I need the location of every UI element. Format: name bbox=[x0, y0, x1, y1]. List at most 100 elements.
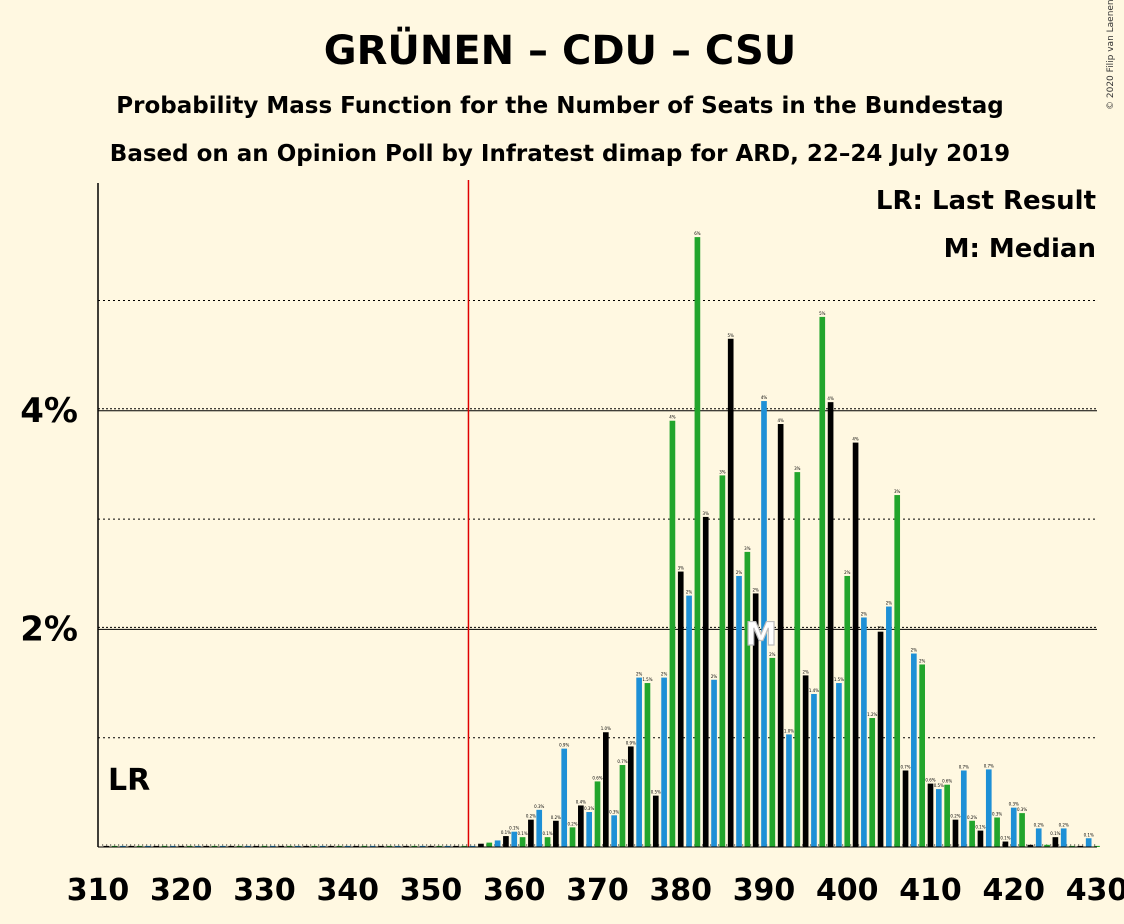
bar-label-374: 0.9% bbox=[626, 740, 636, 745]
bar-seat-374 bbox=[627, 746, 634, 847]
bar-label-366: 0.9% bbox=[559, 743, 569, 748]
bar-seat-350 bbox=[428, 845, 434, 847]
bar-label-421: 0.3% bbox=[1017, 807, 1027, 812]
bar-seat-322 bbox=[195, 845, 201, 847]
chart-subtitle-poll: Based on an Opinion Poll by Infratest di… bbox=[110, 141, 1010, 167]
bar-seat-358 bbox=[494, 840, 501, 847]
bar-seat-391 bbox=[769, 657, 776, 847]
bar-seat-342 bbox=[361, 845, 368, 847]
bar-seat-340 bbox=[344, 845, 351, 847]
legend-last-result: LR: Last Result bbox=[876, 186, 1096, 216]
bar-seat-419 bbox=[1002, 841, 1009, 847]
bar-seat-406 bbox=[894, 495, 901, 847]
bar-label-400: 2% bbox=[844, 570, 851, 575]
bar-label-372: 0.3% bbox=[609, 809, 619, 814]
bar-seat-390 bbox=[761, 401, 767, 847]
bar-label-394: 3% bbox=[794, 466, 801, 471]
bar-seat-317 bbox=[153, 845, 160, 847]
bar-label-386: 5% bbox=[728, 333, 735, 338]
bar-seat-400 bbox=[844, 575, 851, 847]
bar-label-397: 5% bbox=[819, 311, 826, 316]
bar-seat-394 bbox=[794, 472, 801, 847]
bar-seat-393 bbox=[786, 734, 792, 847]
x-tick-label: 340 bbox=[316, 873, 379, 908]
x-tick-labels: 310 320 330 340 350 360 370 380 390 400 410 420 430 bbox=[67, 873, 1124, 908]
bar-label-417: 0.7% bbox=[984, 763, 994, 768]
bar-seat-333 bbox=[286, 845, 293, 847]
bar-seat-399 bbox=[836, 683, 842, 847]
bar-seat-332 bbox=[278, 845, 284, 847]
bar-label-363: 0.3% bbox=[534, 804, 544, 809]
bar-seat-386 bbox=[727, 338, 734, 847]
bar-seat-426 bbox=[1060, 828, 1067, 847]
bar-seat-319 bbox=[170, 845, 176, 847]
bar-label-409: 2% bbox=[919, 658, 926, 663]
bar-seat-321 bbox=[186, 845, 193, 847]
bar-seat-354 bbox=[461, 845, 468, 847]
bar-seat-360 bbox=[511, 831, 518, 847]
bar-seat-352 bbox=[444, 845, 451, 847]
bar-seat-365 bbox=[553, 820, 559, 847]
bar-seat-311 bbox=[103, 845, 110, 847]
bar-label-382: 6% bbox=[694, 231, 701, 236]
bar-seat-429 bbox=[1085, 838, 1092, 847]
bar-seat-379 bbox=[669, 420, 676, 847]
bar-seat-367 bbox=[569, 827, 576, 847]
bar-seat-366 bbox=[561, 748, 568, 847]
bar-seat-331 bbox=[269, 845, 276, 847]
bar-seat-414 bbox=[960, 770, 967, 847]
bar-seat-389 bbox=[752, 593, 759, 847]
copyright-text: © 2020 Filip van Laenen bbox=[1106, 0, 1116, 110]
bar-label-375: 2% bbox=[636, 672, 643, 677]
bar-seat-392 bbox=[777, 424, 784, 847]
bar-seat-329 bbox=[253, 845, 260, 847]
bar-seat-356 bbox=[478, 843, 484, 847]
bar-label-359: 0.1% bbox=[501, 830, 511, 835]
bar-seat-351 bbox=[436, 845, 443, 847]
bar-seat-381 bbox=[686, 595, 692, 847]
chart-subtitle: Probability Mass Function for the Number… bbox=[116, 93, 1003, 119]
bar-seat-417 bbox=[985, 769, 992, 847]
bar-seat-407 bbox=[902, 770, 909, 847]
bar-label-384: 2% bbox=[711, 674, 718, 679]
bar-seat-410 bbox=[927, 783, 934, 847]
bar-label-413: 0.2% bbox=[950, 814, 960, 819]
bar-seat-313 bbox=[120, 845, 126, 847]
bar-seat-372 bbox=[611, 815, 617, 847]
bar-label-407: 0.7% bbox=[900, 764, 910, 769]
bar-label-387: 2% bbox=[736, 570, 743, 575]
chart-title: GRÜNEN – CDU – CSU bbox=[324, 26, 797, 74]
bar-seat-373 bbox=[619, 765, 626, 847]
bar-seat-364 bbox=[544, 837, 551, 847]
bar-seat-408 bbox=[911, 653, 917, 847]
bar-seat-349 bbox=[419, 845, 426, 847]
bar-seat-382 bbox=[694, 237, 701, 847]
bar-label-391: 2% bbox=[769, 652, 776, 657]
bar-seat-421 bbox=[1019, 813, 1025, 847]
bar-seat-413 bbox=[952, 819, 959, 847]
bar-label-404: 2% bbox=[877, 626, 884, 631]
bar-seat-318 bbox=[161, 845, 168, 847]
bar-seat-324 bbox=[211, 845, 218, 847]
bar-label-425: 0.1% bbox=[1050, 831, 1060, 836]
bar-label-390: 4% bbox=[761, 395, 768, 400]
bar-label-399: 1.5% bbox=[834, 677, 844, 682]
bar-seat-420 bbox=[1010, 807, 1017, 847]
bar-label-405: 2% bbox=[886, 601, 893, 606]
bar-seat-416 bbox=[977, 830, 984, 847]
bar-seat-338 bbox=[328, 845, 334, 847]
x-tick-label: 420 bbox=[982, 873, 1045, 908]
bar-labels: 0.1%0.1%0.1%0.2%0.3%0.1%0.2%0.9%0.2%0.4%… bbox=[501, 231, 1094, 840]
bars bbox=[103, 237, 1100, 847]
bar-seat-363 bbox=[536, 809, 543, 847]
x-tick-label: 330 bbox=[233, 873, 296, 908]
bar-seat-359 bbox=[503, 836, 509, 847]
bar-label-412: 0.6% bbox=[942, 779, 952, 784]
bar-label-370: 0.6% bbox=[592, 775, 602, 780]
bar-label-393: 1.0% bbox=[784, 728, 794, 733]
bar-label-418: 0.3% bbox=[992, 811, 1002, 816]
bar-seat-339 bbox=[336, 845, 343, 847]
bar-seat-320 bbox=[178, 845, 185, 847]
bar-label-396: 1.4% bbox=[809, 688, 819, 693]
bar-label-414: 0.7% bbox=[959, 764, 969, 769]
